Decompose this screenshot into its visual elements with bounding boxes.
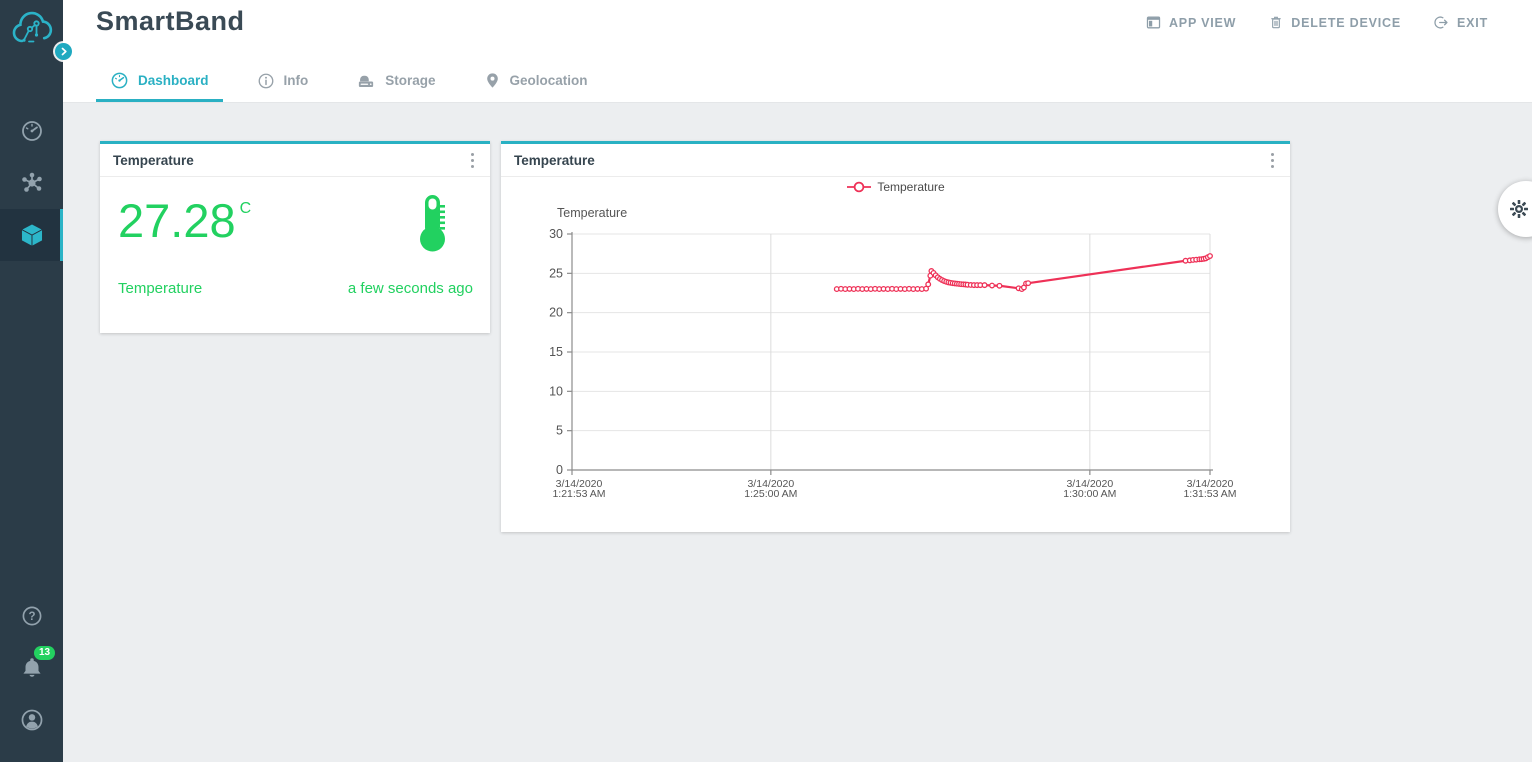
tab-bar: Dashboard Info Storage Geoloc (96, 62, 622, 102)
sidebar-collapse-toggle[interactable] (55, 43, 72, 60)
thermometer-icon (418, 192, 452, 259)
page-header: SmartBand APP VIEW DELETE DEVICE EXIT (63, 0, 1532, 103)
svg-text:3/14/2020: 3/14/2020 (1187, 478, 1234, 490)
cube-icon (20, 223, 43, 248)
svg-text:1:30:00 AM: 1:30:00 AM (1063, 488, 1116, 500)
chart-widget-title: Temperature (514, 152, 595, 168)
header-actions: APP VIEW DELETE DEVICE EXIT (1145, 14, 1488, 31)
tab-dashboard-label: Dashboard (138, 73, 209, 88)
tab-info[interactable]: Info (243, 62, 323, 102)
value-widget-card: Temperature 27.28 C Temperature a few sec… (100, 141, 490, 333)
value-widget-updated: a few seconds ago (347, 280, 473, 297)
exit-icon (1434, 16, 1448, 29)
svg-text:15: 15 (549, 345, 563, 359)
tab-storage[interactable]: Storage (342, 62, 449, 102)
temperature-value: 27.28 C (118, 194, 252, 247)
svg-text:3/14/2020: 3/14/2020 (747, 478, 794, 490)
sidebar: ? 13 (0, 0, 63, 762)
value-widget-label: Temperature (118, 280, 203, 297)
chart-legend-label: Temperature (877, 180, 945, 194)
delete-device-label: DELETE DEVICE (1291, 15, 1402, 30)
temperature-unit: C (239, 200, 252, 217)
sidebar-bottom: ? 13 (0, 590, 63, 762)
exit-button[interactable]: EXIT (1433, 14, 1488, 31)
svg-text:20: 20 (549, 306, 563, 320)
svg-text:3/14/2020: 3/14/2020 (1066, 478, 1113, 490)
svg-text:1:21:53 AM: 1:21:53 AM (552, 488, 605, 500)
app-view-button[interactable]: APP VIEW (1145, 14, 1236, 31)
cloud-circuit-logo-icon (12, 11, 52, 43)
svg-text:10: 10 (549, 384, 563, 398)
sidebar-item-devices[interactable] (0, 209, 63, 261)
svg-text:25: 25 (549, 266, 563, 280)
help-icon: ? (22, 606, 41, 626)
sidebar-item-dashboards[interactable] (0, 105, 63, 157)
svg-text:5: 5 (556, 424, 563, 438)
value-widget-body: 27.28 C Temperature a few seconds ago (100, 177, 490, 333)
temperature-chart: Temperature 0 5 10 15 20 25 30 3/14/2020 1:21:53… (501, 177, 1290, 532)
tab-info-label: Info (283, 73, 309, 88)
svg-text:?: ? (28, 611, 35, 623)
svg-text:1:25:00 AM: 1:25:00 AM (744, 488, 797, 500)
sidebar-nav (0, 105, 63, 261)
exit-label: EXIT (1457, 15, 1488, 30)
page-title: SmartBand (96, 6, 245, 36)
app-view-label: APP VIEW (1168, 15, 1237, 30)
value-widget-footer: Temperature a few seconds ago (118, 280, 473, 297)
app-window-icon (1146, 16, 1161, 29)
tab-storage-label: Storage (385, 73, 436, 88)
chart-widget-menu-button[interactable] (1265, 149, 1280, 172)
svg-text:Temperature: Temperature (557, 206, 627, 220)
brand-logo (0, 0, 63, 75)
tab-geolocation-label: Geolocation (509, 73, 588, 88)
delete-device-button[interactable]: DELETE DEVICE (1268, 14, 1401, 31)
sidebar-item-help[interactable]: ? (0, 590, 63, 642)
chevron-right-icon (61, 47, 67, 56)
gauge-icon (21, 121, 42, 141)
gear-icon (1510, 200, 1528, 218)
svg-text:1:31:53 AM: 1:31:53 AM (1183, 488, 1236, 500)
trash-icon (1271, 16, 1281, 29)
dashboard-settings-button[interactable] (1498, 181, 1532, 237)
svg-text:30: 30 (549, 227, 563, 241)
value-widget-header: Temperature (100, 144, 490, 177)
sidebar-item-account[interactable] (0, 694, 63, 746)
map-pin-icon (486, 73, 498, 88)
svg-text:3/14/2020: 3/14/2020 (556, 478, 603, 490)
bell-icon (22, 658, 41, 677)
tab-geolocation[interactable]: Geolocation (470, 62, 602, 102)
storage-drive-icon (359, 75, 374, 87)
notification-badge: 13 (34, 646, 56, 660)
legend-marker-icon (847, 181, 872, 193)
tab-dashboard[interactable]: Dashboard (96, 62, 223, 102)
chart-legend-item[interactable]: Temperature (501, 180, 1290, 194)
value-widget-title: Temperature (113, 152, 194, 168)
info-icon (258, 73, 273, 88)
gauge-icon (111, 72, 128, 89)
sidebar-item-notifications[interactable]: 13 (0, 642, 63, 694)
network-nodes-icon (21, 172, 42, 192)
user-icon (21, 709, 42, 731)
sidebar-item-network[interactable] (0, 157, 63, 209)
value-widget-menu-button[interactable] (465, 149, 480, 172)
chart-widget-header: Temperature (501, 144, 1290, 177)
chart-widget-card: Temperature Temperature 0 5 10 15 20 25 30 3/14… (501, 141, 1290, 532)
svg-text:0: 0 (556, 463, 563, 477)
